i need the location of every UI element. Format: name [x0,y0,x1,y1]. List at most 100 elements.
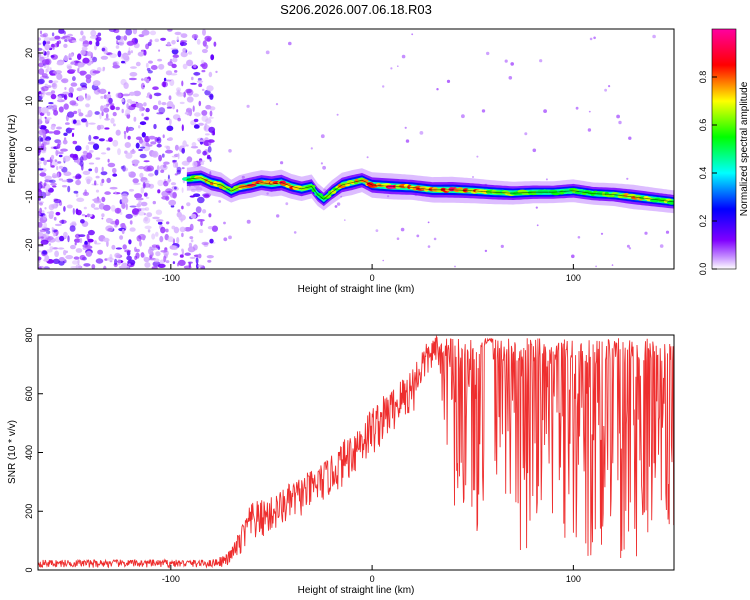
noise-speck [70,266,79,269]
noise-speck [154,169,159,176]
noise-speck [92,70,101,74]
noise-speck [139,240,142,247]
y-tick-label: 800 [24,327,34,342]
noise-speck [160,226,166,234]
noise-speck [41,73,48,78]
noise-speck [69,39,72,43]
noise-speck [44,138,50,141]
noise-speck [185,144,189,147]
noise-speck [74,238,81,243]
noise-speck [115,247,123,250]
noise-speck [40,226,47,229]
noise-speck [149,39,153,43]
noise-speck [177,259,186,266]
noise-speck [191,142,197,147]
noise-speck [53,130,61,135]
noise-speck [92,143,100,150]
noise-speck [73,256,80,260]
noise-speck [115,219,120,226]
noise-speck [129,205,137,208]
noise-speck [163,180,169,187]
noise-speck [172,191,177,199]
noise-speck [52,247,58,250]
noise-speck [61,166,68,173]
noise-speck [58,151,64,154]
noise-speck [38,129,46,136]
spectrogram-x-axis-label: Height of straight line (km) [298,284,415,295]
snr-y-axis-label: SNR (10 * v/v) [7,420,18,484]
noise-speck [176,87,181,92]
noise-speck [101,47,106,52]
noise-speck [75,179,81,186]
noise-speck [121,108,124,114]
noise-speck [167,41,171,46]
noise-speck [535,206,538,209]
noise-speck [543,109,547,113]
noise-speck [156,138,160,142]
noise-speck [40,107,49,114]
noise-speck [186,107,193,113]
noise-speck [143,160,150,163]
noise-speck [626,177,629,180]
noise-speck [404,126,407,129]
noise-speck [61,179,68,183]
noise-speck [119,235,124,240]
noise-speck [75,248,83,253]
noise-speck [100,55,109,60]
noise-speck [94,111,100,115]
noise-speck [152,216,160,220]
noise-speck [160,169,165,173]
noise-speck [628,247,632,250]
noise-speck [600,232,604,235]
noise-speck [186,96,194,103]
noise-speck [54,223,62,227]
noise-speck [143,116,149,121]
noise-speck [110,105,116,111]
noise-speck [587,128,592,132]
noise-speck [119,211,123,215]
noise-speck [39,93,42,97]
noise-speck [56,40,60,48]
noise-speck [73,110,78,115]
x-tick-label: -100 [162,273,180,283]
noise-speck [56,166,59,171]
noise-speck [63,132,68,136]
noise-speck [91,264,96,269]
noise-speck [114,258,118,266]
noise-speck [56,126,62,130]
noise-speck [275,103,279,106]
noise-speck [52,185,57,188]
noise-speck [336,113,339,116]
noise-speck [123,82,129,89]
noise-speck [74,123,82,126]
noise-speck [77,108,82,114]
noise-speck [58,154,63,158]
noise-speck [155,231,159,237]
noise-speck [51,226,54,231]
noise-speck [53,109,59,116]
noise-speck [71,221,77,225]
noise-speck [125,126,129,133]
noise-speck [40,236,44,239]
x-tick-label: 0 [370,574,375,584]
x-tick-label: 100 [566,574,581,584]
noise-speck [170,47,179,51]
noise-speck [510,62,514,66]
noise-speck [165,149,173,154]
noise-speck [40,34,47,38]
noise-speck [174,70,178,73]
noise-speck [65,255,74,260]
noise-speck [166,221,170,225]
x-tick-label: -100 [162,574,180,584]
noise-speck [390,67,393,70]
noise-speck [63,103,69,110]
noise-speck [172,104,175,110]
noise-speck [114,252,121,259]
noise-speck [82,150,88,155]
noise-speck [148,60,153,64]
noise-speck [114,191,117,195]
noise-speck [110,204,116,212]
noise-speck [137,211,145,216]
noise-speck [202,209,207,214]
